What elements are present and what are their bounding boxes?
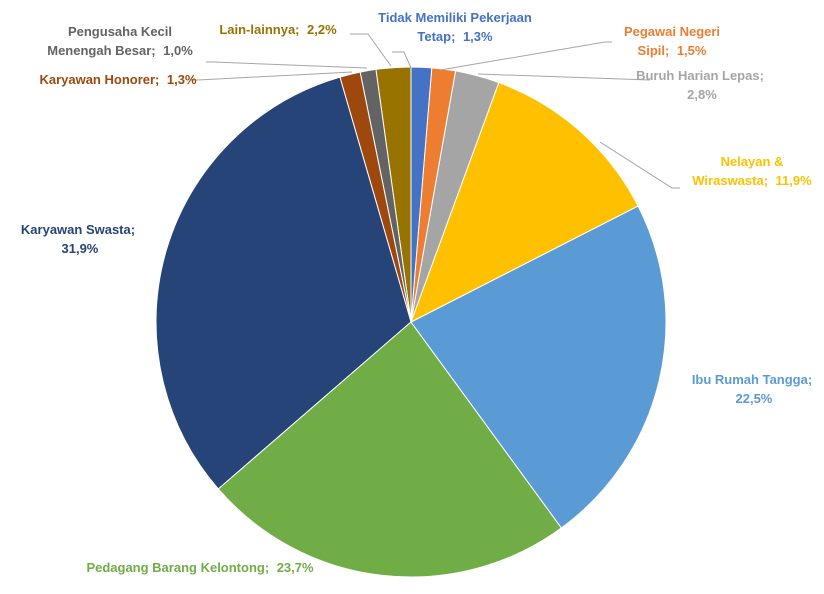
category-name: Karyawan Honorer;: [39, 72, 160, 87]
pie-slice: [410, 81, 639, 324]
slice-label: Lain-lainnya; 2,2%: [178, 20, 378, 39]
value-label: 23,7%: [276, 560, 314, 575]
value-label: 2,2%: [307, 22, 337, 37]
slice-label: Tidak Memiliki Pekerjaan Tetap; 1,3%: [373, 8, 538, 46]
slice-label: Pedagang Barang Kelontong; 23,7%: [80, 558, 320, 577]
category-name: Pegawai Negeri Sipil;: [623, 24, 721, 58]
slice-label: Karyawan Swasta; 31,9%: [8, 220, 148, 258]
category-name: Karyawan Swasta;: [20, 222, 136, 237]
leader-line: [477, 73, 651, 81]
pie-slice: [410, 205, 667, 529]
leader-line: [190, 71, 353, 81]
category-name: Buruh Harian Lepas;: [636, 68, 764, 83]
slice-label: Ibu Rumah Tangga; 22,5%: [680, 370, 824, 408]
category-name: Nelayan & Wiraswasta;: [692, 154, 784, 188]
slice-label: Pegawai Negeri Sipil; 1,5%: [612, 22, 732, 60]
category-name: Lain-lainnya;: [219, 22, 300, 37]
leader-lines: [190, 33, 680, 189]
pie-slice: [217, 321, 563, 578]
value-label: 22,5%: [735, 391, 773, 406]
pie-slice: [155, 76, 412, 490]
leader-line: [599, 141, 680, 189]
slice-label: Nelayan & Wiraswasta; 11,9%: [682, 152, 822, 190]
value-label: 1,3%: [166, 72, 197, 87]
leader-line: [350, 33, 392, 67]
value-label: 11,9%: [775, 173, 812, 188]
leader-line: [206, 61, 368, 69]
category-name: Pengusaha Kecil Menengah Besar;: [47, 24, 173, 58]
category-name: Tidak Memiliki Pekerjaan Tetap;: [378, 10, 532, 44]
value-label: 2,8%: [687, 87, 717, 102]
slice-label: Karyawan Honorer; 1,3%: [38, 70, 198, 89]
value-label: 31,9%: [61, 241, 99, 256]
slice-label: Buruh Harian Lepas; 2,8%: [625, 66, 775, 104]
value-label: 1,5%: [676, 43, 707, 58]
value-label: 1,0%: [163, 43, 193, 58]
category-name: Ibu Rumah Tangga;: [691, 372, 813, 387]
category-name: Pedagang Barang Kelontong;: [86, 560, 270, 575]
value-label: 1,3%: [462, 29, 493, 44]
leader-line: [439, 41, 612, 71]
leader-line: [392, 51, 412, 69]
slice-label: Pengusaha Kecil Menengah Besar; 1,0%: [35, 22, 205, 60]
